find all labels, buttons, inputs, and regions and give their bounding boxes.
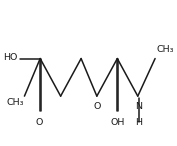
Text: O: O: [93, 102, 101, 111]
Text: CH₃: CH₃: [7, 98, 24, 107]
Text: CH₃: CH₃: [157, 45, 174, 54]
Text: N: N: [135, 102, 142, 111]
Text: HO: HO: [3, 53, 17, 62]
Text: OH: OH: [110, 118, 124, 127]
Text: O: O: [36, 118, 43, 127]
Text: H: H: [135, 118, 142, 126]
